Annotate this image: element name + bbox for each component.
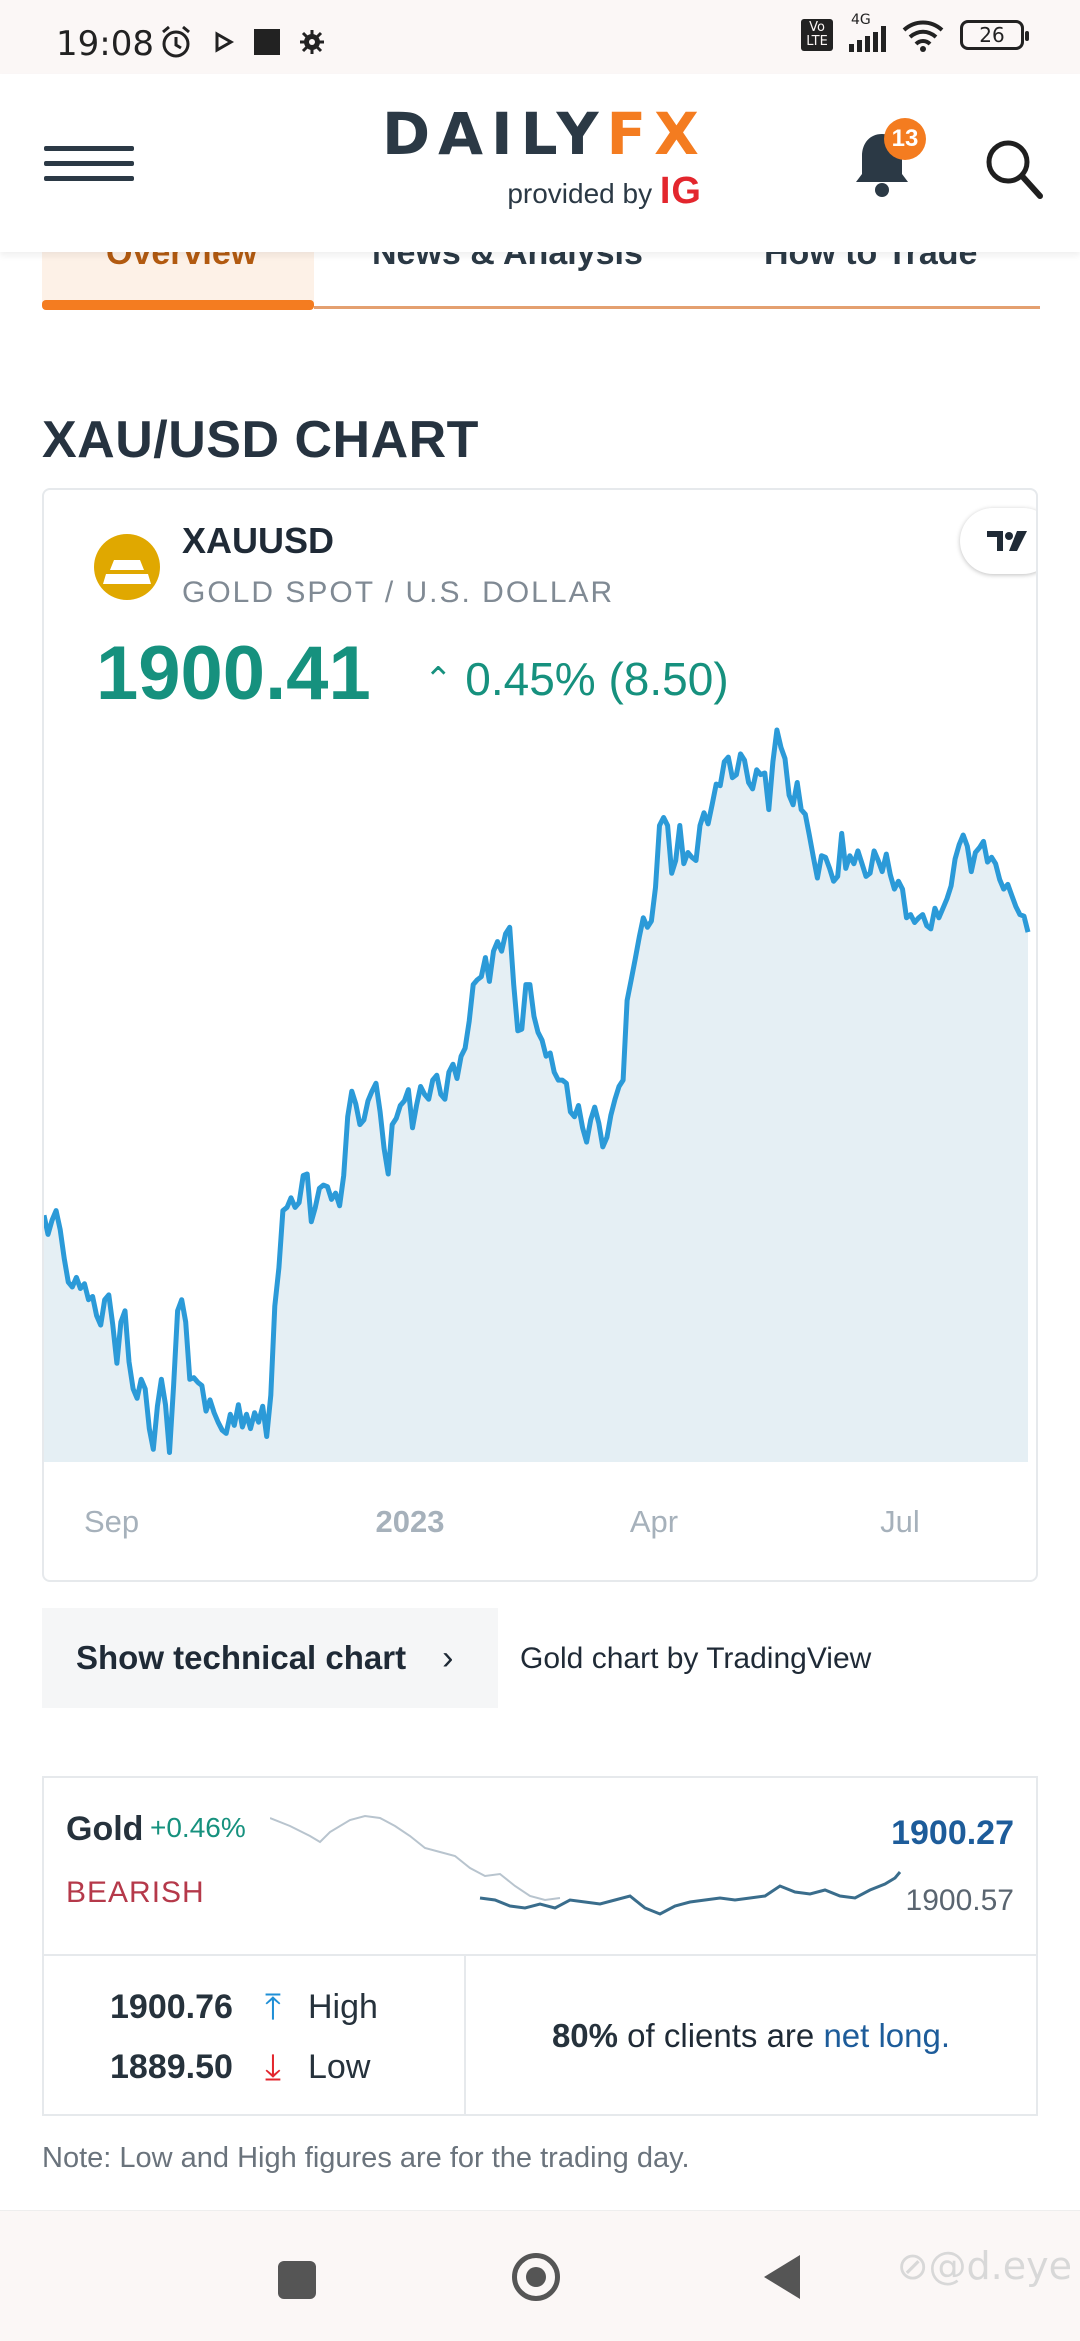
show-technical-chart-button[interactable]: Show technical chart › — [42, 1608, 498, 1708]
clients-percentage: 80% — [551, 2017, 618, 2054]
x-tick-label: Jul — [880, 1504, 920, 1539]
last-price: 1900.27 — [891, 1814, 1014, 1852]
low-value: 1889.50 — [110, 2048, 233, 2086]
status-left-icons — [158, 24, 326, 60]
current-price: 1900.41 — [96, 631, 371, 716]
instrument-description: GOLD SPOT / U.S. DOLLAR — [182, 576, 615, 609]
chart-price-line — [44, 727, 1031, 1455]
volte-icon: Vo LTE — [801, 19, 833, 51]
app-header: DAILYFX provided by IG 13 — [0, 74, 1080, 252]
chevron-right-icon: › — [442, 1638, 454, 1677]
arrow-up-icon: ⤒ — [265, 1986, 281, 2027]
high-row: 1900.76 ⤒ High — [110, 1986, 378, 2029]
summary-top-row: Gold +0.46% BEARISH 1900.27 1900.57 — [44, 1778, 1036, 1956]
chart-area-fill — [44, 730, 1028, 1462]
recent-apps-button[interactable] — [278, 2261, 316, 2299]
system-nav-bar — [0, 2210, 1080, 2341]
show-technical-chart-label: Show technical chart — [76, 1639, 407, 1676]
tradingview-icon — [987, 531, 1027, 551]
price-chart-widget[interactable]: XAUUSD GOLD SPOT / U.S. DOLLAR 1900.41 ⌃… — [42, 488, 1038, 1582]
status-right-icons: Vo LTE 4G 26 — [801, 12, 1029, 52]
logo-provided-text: provided by — [507, 178, 653, 209]
tradingview-credit-link[interactable]: Gold chart by TradingView — [520, 1642, 872, 1675]
tab-overview[interactable]: Overview — [42, 234, 314, 306]
client-sentiment-text: 80% of clients are net long. — [552, 2017, 950, 2055]
x-tick-label: 2023 — [376, 1504, 445, 1539]
chart-section-title: XAU/USD CHART — [42, 411, 479, 469]
alarm-icon — [162, 25, 190, 58]
status-time: 19:08 — [56, 24, 154, 64]
search-icon[interactable] — [984, 138, 1044, 202]
tab-how-to-trade[interactable]: How to Trade — [764, 234, 978, 272]
tradingview-logo-button[interactable] — [960, 508, 1036, 574]
tab-active-indicator — [42, 300, 314, 310]
trading-day-note: Note: Low and High figures are for the t… — [42, 2142, 690, 2174]
net-long-link[interactable]: net long. — [823, 2017, 951, 2054]
dailyfx-logo[interactable]: DAILYFX provided by IG — [382, 104, 702, 224]
low-label: Low — [308, 2048, 371, 2086]
logo-daily-text: DAILY — [382, 100, 607, 168]
chevron-up-icon: ⌃ — [424, 661, 453, 699]
logo-fx-text: FX — [606, 100, 707, 168]
battery-level: 26 — [979, 23, 1005, 47]
price-change-text: 0.45% (8.50) — [465, 653, 729, 705]
header-foreground: DAILYFX provided by IG 13 — [0, 74, 1080, 252]
signal-icon: 4G — [849, 12, 886, 52]
gear-icon — [300, 30, 324, 54]
notification-badge: 13 — [884, 118, 926, 160]
menu-icon[interactable] — [44, 146, 134, 184]
price-area-chart[interactable]: Sep 2023 Apr Jul — [44, 710, 1036, 1570]
wifi-icon — [902, 20, 944, 52]
app-square-icon — [254, 29, 280, 55]
section-tabs: Overview News & Analysis How to Trade — [42, 234, 1040, 314]
ig-logo: IG — [659, 170, 702, 212]
previous-price: 1900.57 — [905, 1884, 1014, 1917]
high-value: 1900.76 — [110, 1988, 233, 2026]
client-sentiment-panel: 80% of clients are net long. — [466, 1956, 1036, 2116]
market-name[interactable]: Gold — [66, 1810, 144, 1848]
back-button[interactable] — [764, 2255, 800, 2299]
sparkline-chart — [270, 1814, 902, 1916]
gold-bars-icon — [94, 534, 160, 600]
home-button[interactable] — [512, 2253, 560, 2301]
high-label: High — [308, 1988, 378, 2026]
high-low-panel: 1900.76 ⤒ High 1889.50 ⤓ Low — [44, 1956, 466, 2116]
x-tick-label: Sep — [84, 1504, 139, 1539]
tab-underline — [314, 306, 1040, 309]
status-bar: 19:08 Vo LTE 4G — [0, 0, 1080, 74]
clients-text: of clients are — [618, 2017, 824, 2054]
sentiment-label: BEARISH — [66, 1876, 205, 1909]
battery-indicator: 26 — [960, 20, 1029, 50]
play-icon — [215, 31, 235, 53]
market-change-pct: +0.46% — [150, 1812, 246, 1843]
price-change: ⌃ 0.45% (8.50) — [424, 652, 729, 706]
instrument-symbol: XAUUSD — [182, 520, 335, 561]
chart-x-axis: Sep 2023 Apr Jul — [84, 1504, 920, 1539]
tab-news-analysis[interactable]: News & Analysis — [372, 234, 643, 272]
market-summary-card: Gold +0.46% BEARISH 1900.27 1900.57 1900… — [42, 1776, 1038, 2116]
watermark-text: ⊘@d.eye — [896, 2244, 1072, 2288]
x-tick-label: Apr — [630, 1504, 678, 1539]
arrow-down-icon: ⤓ — [265, 2046, 281, 2087]
low-row: 1889.50 ⤓ Low — [110, 2046, 370, 2089]
